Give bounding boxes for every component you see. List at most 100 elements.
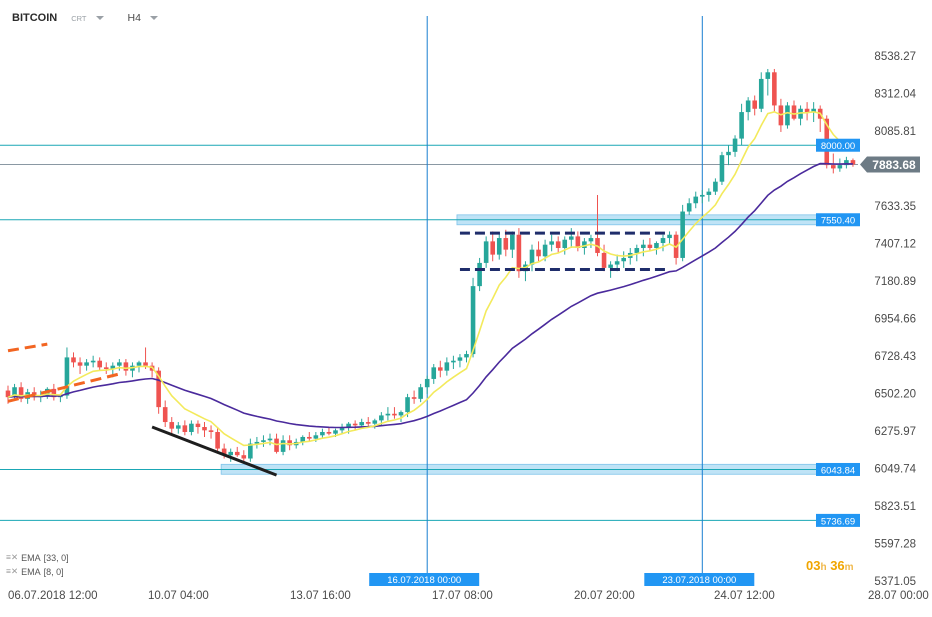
candle-body <box>483 241 489 263</box>
candle-body <box>398 412 404 416</box>
y-axis-tick-label: 6049.74 <box>874 464 916 476</box>
candle-body <box>438 367 443 371</box>
time-badge-label: 23.07.2018 00:00 <box>662 575 736 586</box>
candle-body <box>477 262 482 287</box>
indicator-name: EMA <box>21 566 41 577</box>
candle-body <box>569 236 574 240</box>
candle-body <box>84 362 89 366</box>
price-level-box <box>816 513 860 527</box>
indicator-legend-ema-33[interactable]: ≡✕ EMA [33, 0] <box>6 552 69 563</box>
candle-body <box>123 362 129 371</box>
candle-body <box>195 423 201 428</box>
x-axis-tick-label: 06.07.2018 12:00 <box>8 590 98 602</box>
candle-body <box>536 249 541 257</box>
candle-body <box>5 390 11 398</box>
candle-body <box>162 407 168 423</box>
symbol-label[interactable]: BITCOIN <box>12 12 58 24</box>
price-level-label: 7550.40 <box>821 216 855 227</box>
countdown-hours-unit: h <box>820 562 827 573</box>
candle-body <box>706 191 712 195</box>
indicator-name: EMA <box>21 552 41 563</box>
candle-body <box>71 357 76 363</box>
candle-body <box>621 257 626 262</box>
candle-body <box>601 252 607 268</box>
y-axis-tick-label: 6275.97 <box>874 426 916 438</box>
candle-body <box>169 422 175 429</box>
candle-body <box>831 165 836 169</box>
y-axis-tick-label: 6728.43 <box>874 351 916 363</box>
time-badge <box>644 573 755 586</box>
candle-body <box>555 241 561 248</box>
timeframe-dropdown-icon[interactable] <box>149 16 158 20</box>
candle-body <box>392 413 397 416</box>
candle-body <box>516 234 522 272</box>
candle-body <box>804 108 810 113</box>
y-axis-tick-label: 8312.04 <box>874 89 916 101</box>
x-axis-tick-label: 24.07 12:00 <box>714 590 775 602</box>
timeframe-label[interactable]: H4 <box>127 12 141 24</box>
price-level-box <box>816 138 860 152</box>
y-axis-tick-label: 5597.28 <box>874 539 916 551</box>
candle-body <box>136 362 142 366</box>
candle-body <box>510 234 515 250</box>
indicator-settings-icon[interactable]: ≡✕ <box>6 552 19 562</box>
candle-body <box>405 397 410 413</box>
y-axis-tick-label: 6954.66 <box>874 314 916 326</box>
x-axis-tick-label: 10.07 04:00 <box>148 590 209 602</box>
candle-body <box>680 211 685 258</box>
candle-body <box>143 362 148 366</box>
trendline <box>151 425 278 477</box>
price-level-label: 5736.69 <box>821 516 855 527</box>
y-axis-tick-label: 8085.81 <box>874 126 916 138</box>
symbol-dropdown-icon[interactable] <box>95 16 104 20</box>
candle-body <box>785 105 790 126</box>
candle-body <box>837 165 843 169</box>
candle-body <box>307 436 312 439</box>
indicator-settings-icon[interactable]: ≡✕ <box>6 566 19 576</box>
candle-body <box>359 422 364 426</box>
indicator-params: [33, 0] <box>43 552 69 563</box>
y-axis-tick-label: 8538.27 <box>874 51 916 63</box>
candle-body <box>588 238 594 242</box>
candle-body <box>64 357 70 396</box>
candle-body <box>549 241 554 245</box>
candle-body <box>562 239 568 248</box>
indicator-legend-ema-8[interactable]: ≡✕ EMA [8, 0] <box>6 566 64 577</box>
candle-body <box>320 431 325 436</box>
candle-body <box>758 78 764 109</box>
countdown-minutes: 36 <box>830 558 845 573</box>
candle-body <box>424 378 430 388</box>
candle-body <box>457 357 463 361</box>
price-level-label: 8000.00 <box>821 141 855 152</box>
y-axis-tick-label: 7633.35 <box>874 201 916 213</box>
candle-body <box>189 423 194 432</box>
candle-body <box>267 438 273 441</box>
candle-body <box>451 360 456 363</box>
candle-body <box>117 362 122 366</box>
y-axis-tick-label: 7407.12 <box>874 239 916 251</box>
current-price-badge <box>860 156 920 173</box>
candle-body <box>582 241 587 248</box>
candle-body <box>634 247 640 253</box>
candle-body <box>221 448 227 456</box>
candle-body <box>18 387 24 399</box>
time-badge-label: 16.07.2018 00:00 <box>387 575 461 586</box>
countdown-minutes-unit: m <box>844 562 854 573</box>
chart-header: BITCOIN CRT H4 <box>12 9 158 27</box>
symbol-subtitle[interactable]: CRT <box>71 13 87 23</box>
candle-body <box>110 365 116 370</box>
candle-body <box>97 360 102 368</box>
candle-body <box>365 422 371 424</box>
y-axis-tick-label: 7180.89 <box>874 276 916 288</box>
candle-body <box>464 354 469 358</box>
candle-body <box>300 436 306 442</box>
candle-body <box>90 360 96 363</box>
y-axis-tick-label: 5371.05 <box>874 576 916 588</box>
candle-body <box>103 367 109 370</box>
candle-body <box>444 362 450 371</box>
candle-body <box>654 243 659 248</box>
candle-body <box>542 244 548 257</box>
candle-body <box>215 431 220 449</box>
